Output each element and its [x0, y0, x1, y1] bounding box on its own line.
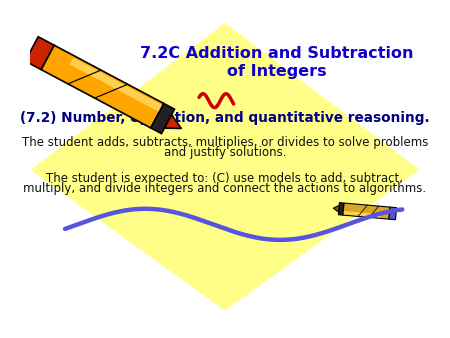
Text: The student adds, subtracts, multiplies, or divides to solve problems: The student adds, subtracts, multiplies,…: [22, 136, 428, 149]
Polygon shape: [70, 58, 163, 112]
Polygon shape: [41, 45, 164, 128]
Text: of Integers: of Integers: [227, 64, 327, 79]
Polygon shape: [333, 206, 339, 212]
Polygon shape: [389, 207, 396, 220]
Text: multiply, and divide integers and connect the actions to algorithms.: multiply, and divide integers and connec…: [23, 182, 427, 195]
Text: (7.2) Number, operation, and quantitative reasoning.: (7.2) Number, operation, and quantitativ…: [20, 111, 430, 125]
Text: and justify solutions.: and justify solutions.: [164, 146, 286, 159]
Text: 7.2C Addition and Subtraction: 7.2C Addition and Subtraction: [140, 47, 414, 62]
Text: The student is expected to: (C) use models to add, subtract,: The student is expected to: (C) use mode…: [46, 172, 404, 185]
Polygon shape: [164, 115, 181, 128]
Polygon shape: [343, 203, 390, 219]
Polygon shape: [31, 23, 419, 311]
Polygon shape: [151, 103, 175, 134]
Polygon shape: [343, 211, 381, 217]
Polygon shape: [25, 37, 54, 70]
Polygon shape: [338, 203, 344, 215]
